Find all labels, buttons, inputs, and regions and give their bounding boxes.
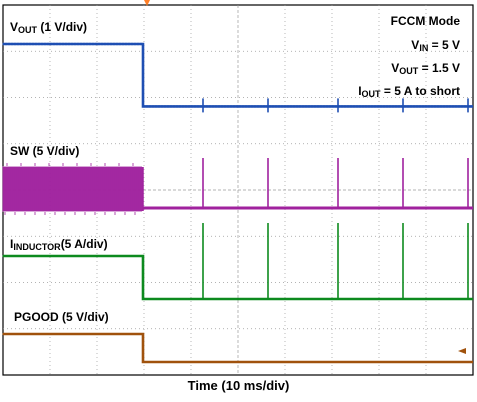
pgood-noise xyxy=(2,333,472,363)
iinductor-noise xyxy=(2,255,472,300)
iout-annotation: IOUT = 5 A to short xyxy=(358,84,460,99)
vout-waveform xyxy=(3,42,473,108)
vout-label: VOUT (1 V/div) xyxy=(10,20,87,35)
vin-annotation: VIN = 5 V xyxy=(411,38,460,53)
series-iinductor-trace xyxy=(2,223,473,301)
x-axis-label: Time (10 ms/div) xyxy=(187,378,290,393)
sw-switching-edges xyxy=(2,163,142,215)
pgood-waveform xyxy=(3,332,473,364)
iinductor-waveform xyxy=(3,254,473,301)
vout-noise xyxy=(2,42,472,108)
series-vout-trace xyxy=(2,42,473,113)
ground-reference-icon xyxy=(458,348,466,354)
traces xyxy=(2,42,473,364)
trigger-marker-icon xyxy=(144,0,150,6)
series-sw-trace xyxy=(2,158,473,215)
mode-annotation: FCCM Mode xyxy=(391,14,461,28)
series-pgood-trace xyxy=(2,332,473,364)
iinductor-label: IINDUCTOR(5 A/div) xyxy=(10,237,108,252)
sw-label: SW (5 V/div) xyxy=(10,144,79,158)
vout-annotation: VOUT = 1.5 V xyxy=(391,61,460,76)
pgood-label: PGOOD (5 V/div) xyxy=(14,310,109,324)
